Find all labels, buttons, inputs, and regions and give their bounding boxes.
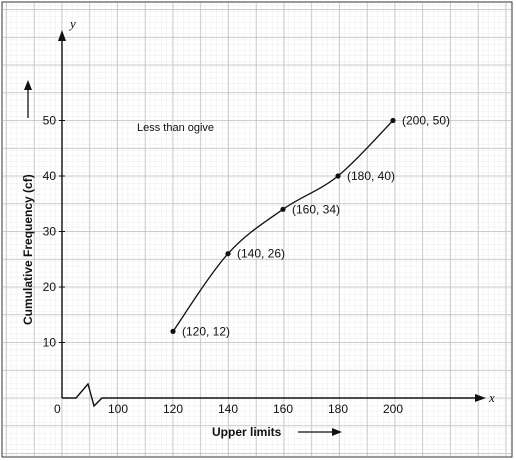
data-point-label: (140, 26) <box>237 247 285 261</box>
x-axis-arrow <box>475 394 486 402</box>
data-point-label: (200, 50) <box>402 114 450 128</box>
data-point <box>335 173 341 179</box>
data-point <box>280 206 286 212</box>
y-tick-label: 10 <box>43 336 57 350</box>
data-point <box>225 251 231 257</box>
data-point <box>390 117 396 124</box>
x-tick-label: 200 <box>383 402 403 416</box>
origin-label: 0 <box>54 402 61 416</box>
x-tick-label: 180 <box>328 402 348 416</box>
y-axis-label: Cumulative Frequency (cf) <box>21 174 35 325</box>
axes <box>58 30 486 408</box>
data-point-label: (120, 12) <box>182 324 230 338</box>
y-tick-label: 40 <box>43 169 57 183</box>
y-axis-arrow <box>58 30 66 41</box>
y-axis-letter: y <box>68 16 76 31</box>
y-axis-label-arrow <box>24 80 32 118</box>
minor-grid <box>3 3 511 456</box>
y-tick-label: 20 <box>43 280 57 294</box>
ogive-annotation: Less than ogive <box>137 122 214 134</box>
x-axis-label-arrow <box>298 428 342 436</box>
x-tick-label: 160 <box>273 402 293 416</box>
data-point-label: (160, 34) <box>292 202 340 216</box>
x-axis-line <box>62 382 478 408</box>
x-axis-label: Upper limits <box>212 425 282 439</box>
data-point <box>170 328 176 334</box>
data-point-label: (180, 40) <box>347 169 395 183</box>
data-point-labels: (120, 12) (140, 26) (160, 34) (180, 40) (200… <box>182 114 450 339</box>
x-tick-labels: 100 120 140 160 180 200 <box>108 402 403 416</box>
data-points <box>170 117 396 334</box>
y-tick-label: 50 <box>43 114 57 128</box>
x-axis-letter: x <box>488 390 495 405</box>
y-tick-label: 30 <box>43 225 57 239</box>
x-tick-label: 120 <box>163 402 183 416</box>
x-tick-label: 140 <box>218 402 238 416</box>
x-tick-label: 100 <box>108 402 128 416</box>
y-tick-labels: 10 20 30 40 50 <box>43 114 65 350</box>
